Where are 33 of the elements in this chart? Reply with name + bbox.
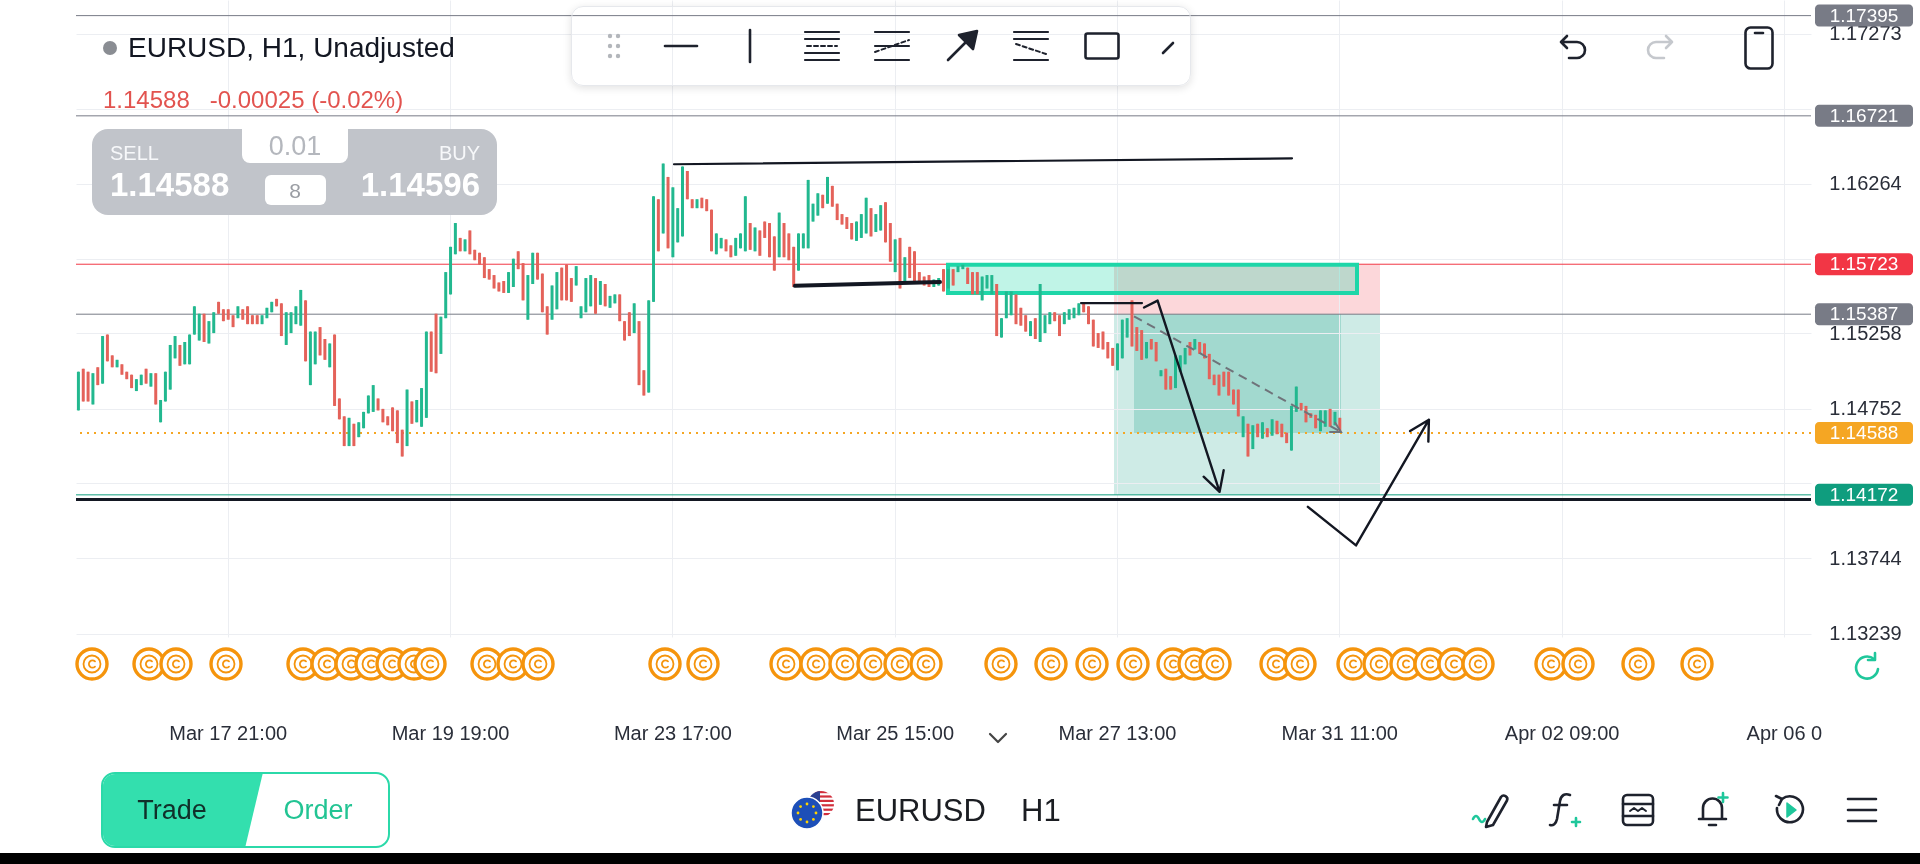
x-tick-label: Apr 02 09:00 [1504, 721, 1620, 744]
candlestick [859, 213, 863, 239]
annotation: 8 [289, 178, 301, 202]
annotation: 1.14588 [110, 165, 230, 203]
y-tick-label: 1.16264 [1829, 172, 1902, 195]
text: Order [283, 794, 353, 825]
candlestick [507, 271, 511, 294]
x-tick-label: Mar 25 15:00 [836, 721, 955, 744]
x-tick-label: Mar 27 13:00 [1058, 721, 1177, 744]
candlestick [1135, 326, 1139, 352]
annotation: 0.01 [268, 130, 322, 161]
ref-line-label: 1.16721 [1829, 104, 1899, 126]
ref-line-label: 1.14172 [1829, 483, 1899, 505]
x-tick-label: Mar 23 17:00 [613, 721, 732, 744]
x-tick-label: Apr 06 0 [1746, 721, 1823, 744]
text: 1.14588 -0.00025 (-0.02%) [103, 86, 404, 113]
candlestick [1125, 317, 1129, 339]
candlestick [598, 280, 602, 306]
y-tick-label: 1.13239 [1829, 622, 1902, 645]
x-tick-label: Mar 19 19:00 [391, 721, 510, 744]
annotation: 1.14596 [360, 165, 480, 203]
ref-line-label: 1.14588 [1829, 421, 1899, 443]
x-tick-label: Mar 31 11:00 [1281, 721, 1398, 744]
text: EURUSD [855, 792, 986, 828]
text: EURUSD, H1, Unadjusted [128, 32, 455, 63]
text: Trade [137, 794, 207, 825]
y-tick-label: 1.13744 [1829, 546, 1902, 569]
text: H1 [1021, 792, 1061, 828]
candlestick [410, 400, 414, 425]
ref-line-label: 1.15723 [1829, 253, 1899, 275]
y-tick-label: 1.14752 [1829, 397, 1902, 420]
x-tick-label: Mar 17 21:00 [169, 721, 288, 744]
candlestick [569, 277, 573, 303]
